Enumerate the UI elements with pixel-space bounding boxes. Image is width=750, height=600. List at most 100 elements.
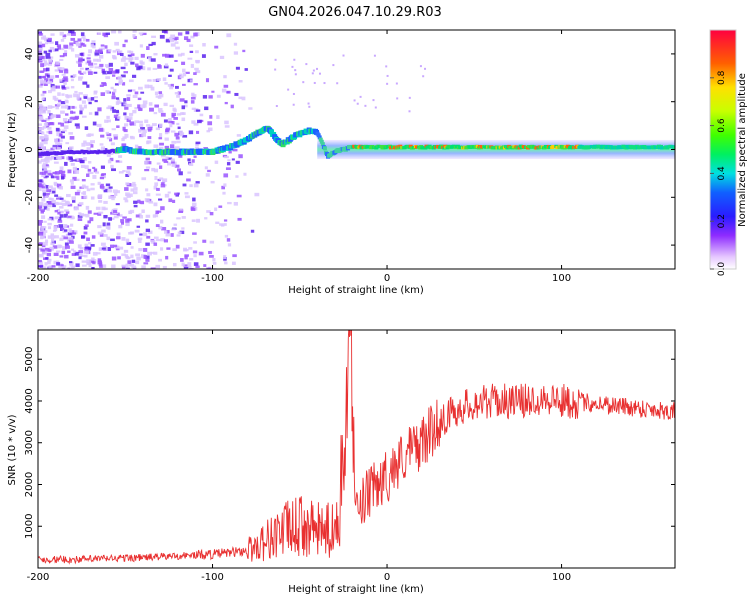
noise-speckle-dot <box>172 262 177 267</box>
noise-speckle-dot <box>84 224 89 228</box>
noise-speckle-dot <box>88 161 92 164</box>
noise-speckle-dot <box>127 89 132 92</box>
noise-speckle-dot <box>38 247 43 250</box>
noise-speckle-dot <box>396 97 399 100</box>
noise-speckle-dot <box>76 189 81 193</box>
noise-speckle-dot <box>157 178 161 182</box>
noise-speckle-dot <box>41 131 45 135</box>
noise-speckle-dot <box>170 34 176 39</box>
noise-speckle-dot <box>70 182 74 185</box>
noise-speckle-dot <box>41 250 47 255</box>
noise-speckle-dot <box>77 218 83 221</box>
noise-speckle-dot <box>226 90 231 94</box>
noise-speckle-dot <box>274 68 277 71</box>
noise-speckle-dot <box>38 84 43 88</box>
noise-speckle-dot <box>224 120 229 125</box>
noise-speckle-dot <box>46 170 52 173</box>
noise-speckle-dot <box>90 183 95 186</box>
noise-speckle-dot <box>132 267 137 269</box>
noise-speckle-dot <box>160 238 165 242</box>
noise-speckle-dot <box>57 92 61 96</box>
noise-speckle-dot <box>61 47 65 51</box>
noise-speckle-dot <box>147 67 151 71</box>
noise-speckle-dot <box>174 59 178 62</box>
noise-speckle-dot <box>86 259 92 264</box>
noise-speckle-dot <box>50 83 55 88</box>
noise-speckle-dot <box>168 198 173 203</box>
noise-speckle-dot <box>40 248 45 252</box>
noise-speckle-dot <box>103 214 108 219</box>
noise-speckle-dot <box>274 58 277 61</box>
noise-speckle-dot <box>83 195 88 199</box>
noise-speckle-dot <box>90 140 95 144</box>
noise-speckle-dot <box>68 132 73 135</box>
noise-speckle-dot <box>97 212 102 216</box>
noise-speckle-dot <box>150 267 156 269</box>
noise-speckle-dot <box>187 57 193 60</box>
noise-speckle-dot <box>181 216 186 219</box>
noise-speckle-dot <box>179 132 185 136</box>
noise-speckle-dot <box>214 45 219 49</box>
noise-speckle-dot <box>124 115 129 120</box>
noise-speckle-dot <box>85 213 90 218</box>
noise-speckle-dot <box>48 49 52 53</box>
noise-speckle-dot <box>168 118 172 122</box>
noise-speckle-dot <box>138 107 143 112</box>
noise-speckle-dot <box>164 145 169 149</box>
noise-speckle-dot <box>60 101 66 105</box>
noise-speckle-dot <box>125 192 130 197</box>
noise-speckle-dot <box>143 254 147 259</box>
noise-speckle-dot <box>150 251 155 254</box>
noise-speckle-dot <box>92 174 97 179</box>
noise-speckle-dot <box>197 119 202 124</box>
noise-speckle-dot <box>137 237 143 241</box>
noise-speckle-dot <box>86 237 90 242</box>
noise-speckle-dot <box>54 171 60 175</box>
noise-speckle-dot <box>47 37 52 41</box>
noise-speckle-dot <box>123 249 129 253</box>
noise-speckle-dot <box>75 168 80 171</box>
noise-speckle-dot <box>65 211 70 214</box>
noise-speckle-dot <box>184 104 188 108</box>
noise-speckle-dot <box>113 135 118 140</box>
noise-speckle-dot <box>169 38 175 43</box>
noise-speckle-dot <box>175 136 180 140</box>
noise-speckle-dot <box>41 244 46 248</box>
noise-speckle-dot <box>145 255 150 260</box>
noise-speckle-dot <box>116 212 120 216</box>
noise-speckle-dot <box>99 185 105 189</box>
noise-speckle-dot <box>50 155 55 159</box>
noise-speckle-dot <box>90 43 94 48</box>
noise-speckle-dot <box>238 154 243 159</box>
noise-speckle-dot <box>126 97 131 101</box>
noise-speckle-dot <box>166 229 170 234</box>
noise-speckle-dot <box>47 258 52 262</box>
noise-speckle-dot <box>167 83 171 87</box>
noise-speckle-dot <box>195 146 199 151</box>
noise-speckle-dot <box>323 82 326 85</box>
noise-speckle-dot <box>98 262 103 267</box>
noise-speckle-dot <box>98 211 104 214</box>
noise-speckle-dot <box>51 199 56 204</box>
noise-speckle-dot <box>169 54 174 58</box>
noise-speckle-dot <box>353 99 356 102</box>
noise-speckle-dot <box>43 68 48 72</box>
noise-speckle-dot <box>50 147 55 151</box>
noise-speckle-dot <box>92 261 96 265</box>
noise-speckle-dot <box>386 74 389 77</box>
noise-speckle-dot <box>139 123 144 128</box>
noise-speckle-dot <box>149 107 154 112</box>
noise-speckle-dot <box>227 243 232 247</box>
noise-speckle-dot <box>424 67 427 70</box>
noise-speckle-dot <box>135 63 139 68</box>
noise-speckle-dot <box>208 250 212 255</box>
noise-speckle-dot <box>59 133 63 137</box>
noise-speckle-dot <box>143 247 148 252</box>
noise-speckle-dot <box>120 74 126 78</box>
noise-speckle-dot <box>38 261 43 265</box>
noise-speckle-dot <box>137 97 142 101</box>
noise-speckle-dot <box>160 112 166 117</box>
noise-speckle-dot <box>226 33 232 38</box>
noise-speckle-dot <box>86 188 91 192</box>
